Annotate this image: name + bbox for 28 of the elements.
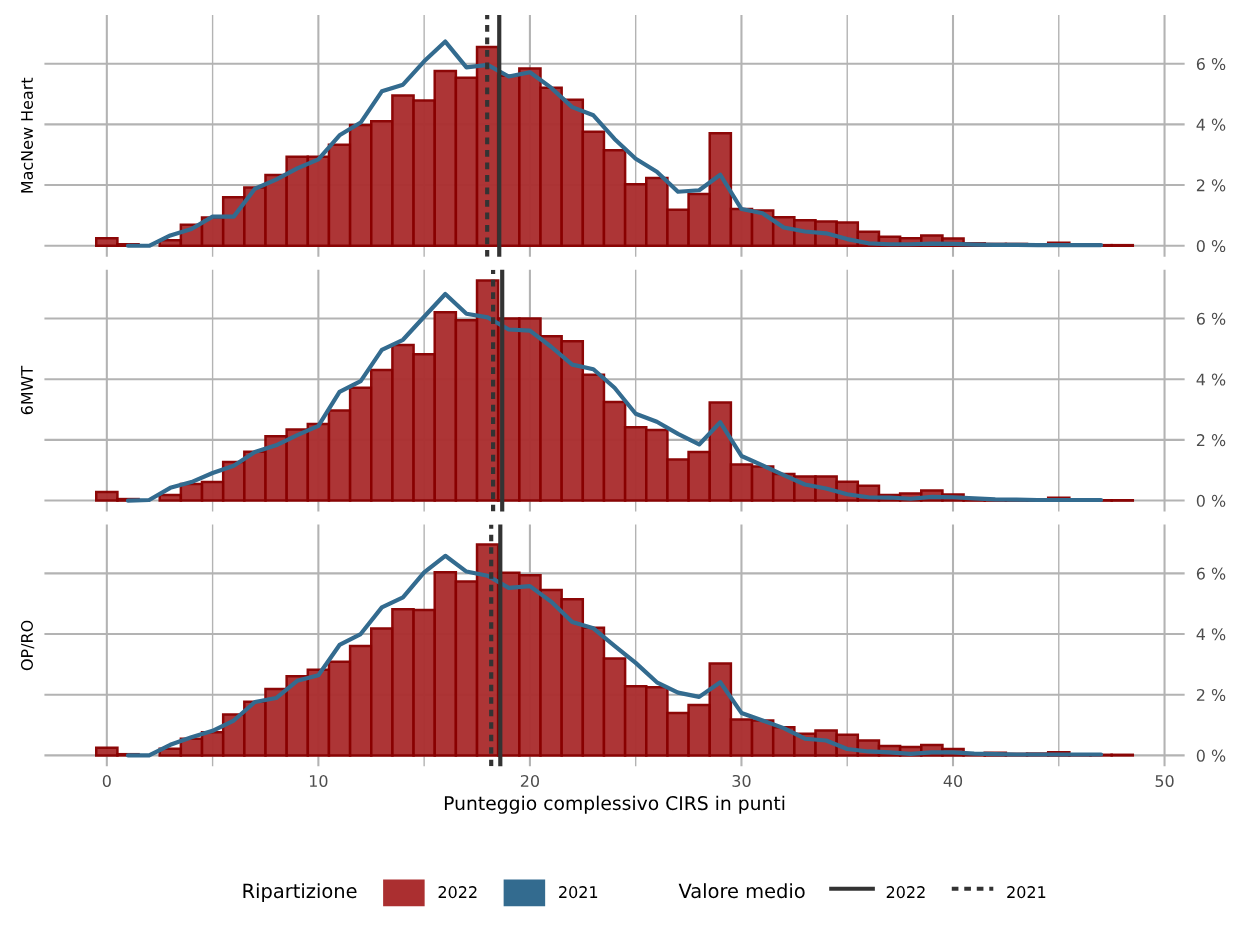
y-tick-label: 6 % (1196, 57, 1226, 71)
y-axis-title: 6MWT (20, 365, 33, 415)
y-axis-title: OP/RO (20, 620, 35, 671)
text: Valore medio (678, 883, 805, 899)
text: 2022 (886, 886, 925, 899)
x-axis-title: Punteggio complessivo CIRS in punti (444, 795, 785, 814)
y-tick-label: 0 % (1196, 239, 1226, 253)
x-tick-label: 30 (732, 774, 751, 788)
y-tick-label: 2 % (1196, 434, 1226, 447)
text: 2021 (1007, 886, 1046, 899)
x-tick-label: 50 (1155, 774, 1174, 788)
y-tick-label: 0 % (1196, 749, 1226, 762)
legend-label: 2022 (438, 886, 477, 899)
y-tick-label: 4 % (1196, 118, 1226, 131)
x-tick-label: 40 (943, 774, 963, 788)
y-tick-label: 2 % (1196, 179, 1226, 192)
y-tick-label: 6 % (1196, 312, 1226, 325)
legend-label: 2021 (559, 886, 598, 899)
y-tick-label: 4 % (1196, 628, 1226, 641)
y-tick-label: 4 % (1196, 373, 1226, 386)
y-tick-label: 6 % (1196, 567, 1226, 580)
x-tick-label: 0 (102, 774, 111, 788)
x-tick-label: 20 (520, 774, 540, 788)
x-tick-label: 10 (309, 774, 328, 788)
y-tick-label: 0 % (1196, 494, 1226, 507)
y-axis-title: MacNew Heart (21, 77, 33, 193)
legend-title: Ripartizione (243, 883, 357, 902)
y-tick-label: 2 % (1196, 688, 1226, 702)
